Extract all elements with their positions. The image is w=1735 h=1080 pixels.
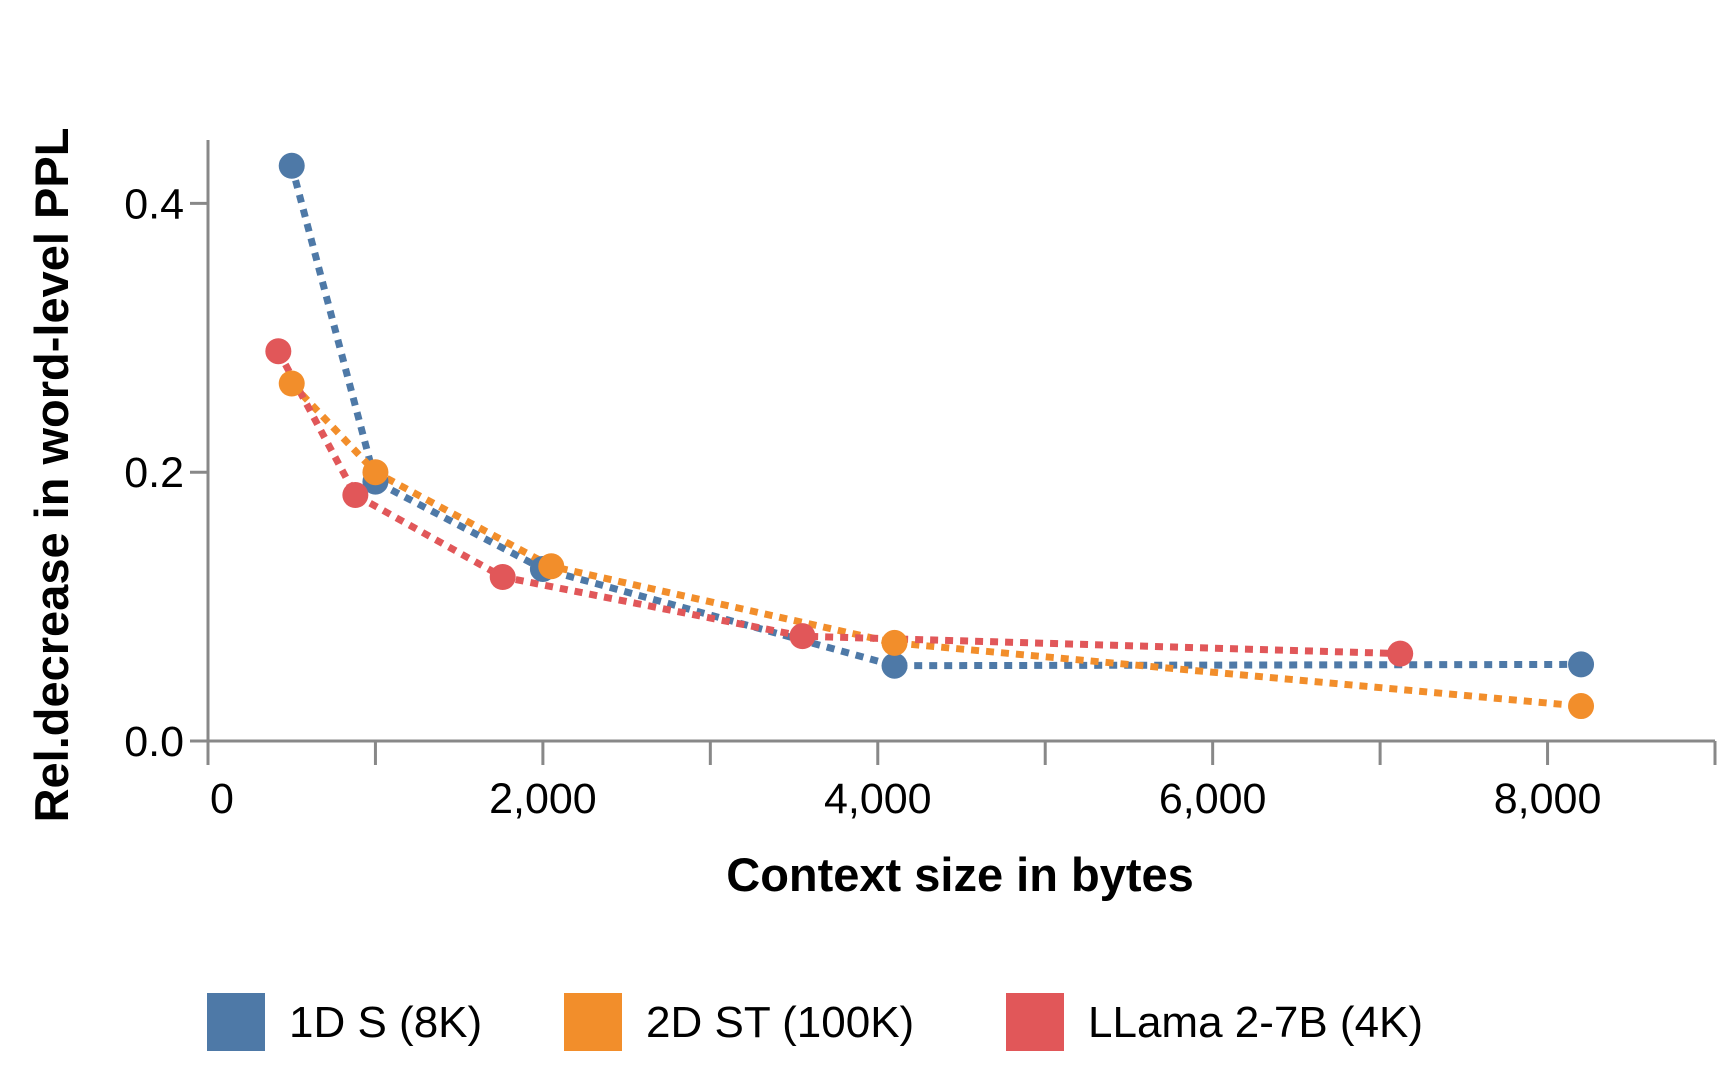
y-tick-label: 0.0 [124,718,184,766]
series-line-2 [289,381,1582,710]
series-lines [275,164,1582,710]
data-point-series-3 [489,564,516,591]
series-points [265,152,1595,720]
series-line-1 [288,164,1582,670]
x-tick-label: 4,000 [824,775,932,823]
y-tick-label: 0.4 [124,180,184,228]
data-point-series-2 [278,370,305,397]
series-line-3 [275,349,1401,658]
x-axis-title: Context size in bytes [726,848,1194,901]
legend-label-3: LLama 2-7B (4K) [1088,998,1423,1047]
data-point-series-2 [362,459,389,486]
y-tick-label: 0.2 [124,449,184,497]
legend-swatch-1 [207,993,265,1051]
legend-swatch-2 [564,993,622,1051]
data-point-series-2 [1568,693,1595,720]
axes: 0.0 0.2 0.4 0 2,000 4,000 6,000 8,000 [124,140,1717,823]
data-point-series-3 [1387,640,1414,667]
legend-label-2: 2D ST (100K) [646,998,914,1047]
x-tick-label: 2,000 [489,775,597,823]
data-point-series-3 [265,338,292,365]
y-axis-title: Rel.decrease in word-level PPL [25,128,78,823]
legend-swatch-3 [1006,993,1064,1051]
data-point-series-3 [789,623,816,650]
x-tick-label: 6,000 [1159,775,1267,823]
data-point-series-1 [1568,651,1595,678]
legend-label-1: 1D S (8K) [289,998,482,1047]
data-point-series-2 [881,629,908,656]
legend: 1D S (8K) 2D ST (100K) LLama 2-7B (4K) [207,993,1423,1051]
data-point-series-1 [881,652,908,679]
data-point-series-2 [538,553,565,580]
x-tick-label: 0 [210,775,234,823]
x-tick-label: 8,000 [1494,775,1602,823]
data-point-series-1 [278,152,305,179]
data-point-series-3 [342,482,369,509]
